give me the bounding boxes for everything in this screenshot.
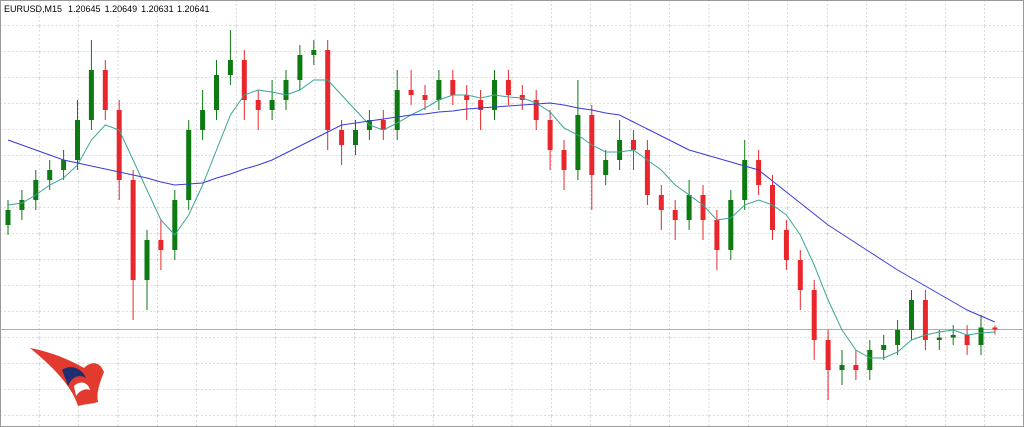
candle-body <box>75 120 80 160</box>
candle-body <box>88 70 94 120</box>
candle-body <box>742 160 748 200</box>
close-value: 1.20641 <box>177 4 210 14</box>
candle-body <box>186 130 192 200</box>
candle-body <box>464 95 470 100</box>
high-value: 1.20649 <box>105 4 138 14</box>
candle-body <box>408 90 414 95</box>
candle-body <box>214 75 219 110</box>
candle-body <box>297 55 303 80</box>
candle-body <box>422 95 428 100</box>
candle-body <box>992 327 998 330</box>
candle-body <box>339 130 345 145</box>
candle-body <box>311 50 317 55</box>
candle-body <box>325 50 331 130</box>
candle-body <box>547 120 553 150</box>
candle-body <box>964 335 970 345</box>
plot <box>0 30 1024 400</box>
candle-body <box>853 365 859 370</box>
candle-body <box>394 90 400 130</box>
candle-body <box>839 365 845 370</box>
candle-body <box>227 60 233 75</box>
candle-body <box>116 110 122 180</box>
candle-body <box>283 80 289 100</box>
chart-header: EURUSD,M15 1.20645 1.20649 1.20631 1.20641 <box>4 4 210 14</box>
candle-body <box>61 160 67 170</box>
candle-body <box>33 180 39 200</box>
candle-body <box>978 327 984 345</box>
candle-body <box>450 80 456 95</box>
candle-body <box>575 115 581 170</box>
candle-body <box>658 195 664 210</box>
candle-body <box>533 100 539 120</box>
open-value: 1.20645 <box>68 4 101 14</box>
candle-body <box>922 300 928 340</box>
candle-body <box>200 110 206 130</box>
candle-body <box>881 345 887 350</box>
candle-body <box>825 340 831 370</box>
candle-body <box>770 185 775 230</box>
low-value: 1.20631 <box>141 4 174 14</box>
candle-body <box>5 210 11 225</box>
candle-body <box>631 140 636 150</box>
logo <box>30 348 104 406</box>
candle-body <box>505 80 511 95</box>
symbol: EURUSD,M15 <box>4 4 62 14</box>
candle-body <box>478 100 484 110</box>
candle-body <box>714 220 720 250</box>
candle-body <box>950 335 956 338</box>
candle-body <box>47 170 53 180</box>
candle-body <box>144 240 150 280</box>
candle-body <box>909 300 914 330</box>
candle-body <box>728 200 734 250</box>
candle-body <box>867 350 873 370</box>
candle-body <box>353 130 358 145</box>
candle-body <box>19 200 25 210</box>
candle-body <box>672 210 678 220</box>
candle-body <box>130 180 136 280</box>
candle-body <box>783 230 789 260</box>
moving-average <box>7 102 996 323</box>
candle-body <box>756 160 762 185</box>
candle-body <box>603 160 609 175</box>
moving-average <box>7 79 995 359</box>
candle-body <box>644 150 650 195</box>
candle-body <box>561 150 567 170</box>
candle-body <box>797 260 803 290</box>
candle-body <box>158 240 164 250</box>
candle-body <box>380 120 386 130</box>
candle-body <box>936 337 942 340</box>
candle-body <box>811 290 817 340</box>
candle-body <box>172 200 178 250</box>
candle-body <box>255 100 261 110</box>
candle-body <box>686 195 692 220</box>
candle-body <box>102 70 108 110</box>
candle-body <box>617 140 623 160</box>
candle-body <box>269 100 275 110</box>
candle-body <box>241 60 247 100</box>
candle-body <box>436 80 442 100</box>
candle-body <box>895 330 901 345</box>
candle-body <box>700 195 706 220</box>
